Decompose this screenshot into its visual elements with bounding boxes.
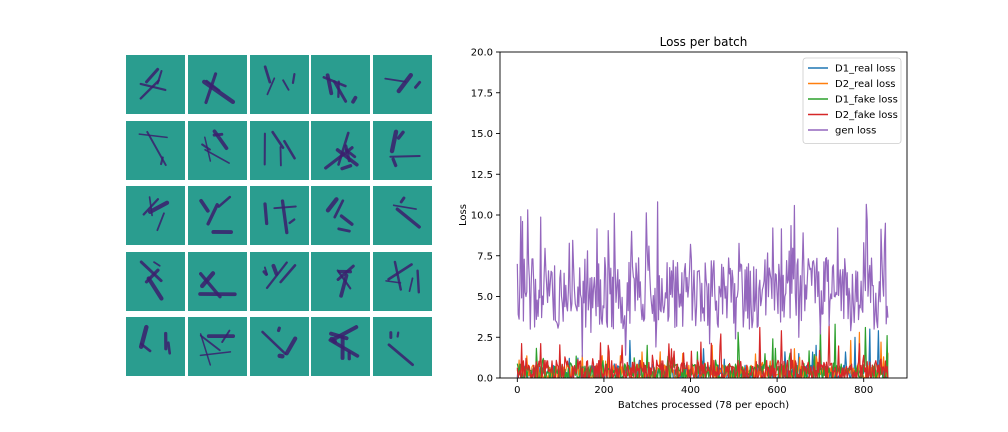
y-tick-label: 7.5 [477, 251, 493, 262]
generated-sample-image [249, 55, 309, 114]
generated-sample-image [249, 317, 309, 376]
x-tick-label: 0 [514, 385, 520, 396]
legend-label: D2_real loss [835, 79, 896, 90]
generated-sample-image [249, 251, 309, 311]
generated-sample-image [126, 120, 185, 180]
generated-sample-image [126, 317, 185, 376]
generated-samples-grid [126, 55, 433, 376]
generated-sample-image [187, 186, 247, 245]
generated-sample-image [126, 251, 185, 311]
legend-label: D2_fake loss [835, 110, 898, 121]
generated-sample-image [126, 186, 185, 245]
y-tick-label: 0.0 [477, 374, 493, 385]
x-tick-label: 200 [594, 385, 613, 396]
legend-box [802, 57, 902, 144]
x-axis-label: Batches processed (78 per epoch) [618, 400, 789, 411]
generated-sample-image [311, 186, 371, 245]
series-line [516, 201, 889, 358]
generated-sample-image [311, 317, 371, 376]
y-tick-label: 12.5 [471, 170, 493, 181]
y-tick-label: 10.0 [471, 211, 493, 222]
plot-area: 0 200 400 600 800 0.0 2.5 5.0 7.5 10.0 12.5 15.0 17.… [471, 48, 908, 396]
generated-sample-image [187, 55, 247, 114]
y-axis-label: Loss [458, 204, 469, 226]
generated-sample-image [187, 120, 247, 180]
y-tick-label: 2.5 [477, 333, 493, 344]
legend-label: D1_real loss [835, 64, 896, 75]
generated-sample-image [187, 317, 247, 376]
series-line [516, 323, 889, 379]
generated-sample-image [126, 55, 185, 114]
generated-sample-image [373, 317, 433, 376]
x-tick-label: 600 [768, 385, 787, 396]
generated-sample-image [187, 251, 247, 311]
y-tick-label: 17.5 [471, 88, 493, 99]
legend-label: gen loss [835, 126, 876, 137]
generated-sample-image [373, 251, 433, 311]
generated-sample-image [249, 186, 309, 245]
chart-title: Loss per batch [660, 35, 748, 49]
generated-sample-image [311, 55, 371, 114]
generated-sample-image [373, 55, 433, 114]
legend: D1_real loss D2_real loss D1_fake loss D2_f… [802, 57, 902, 144]
generated-sample-image [311, 251, 371, 311]
generated-sample-image [373, 186, 433, 245]
generated-sample-image [311, 120, 371, 180]
x-tick-label: 400 [681, 385, 700, 396]
x-tick-label: 800 [854, 385, 873, 396]
legend-label: D1_fake loss [835, 95, 898, 106]
generated-sample-image [373, 120, 433, 180]
y-tick-label: 5.0 [477, 292, 493, 303]
y-tick-label: 15.0 [471, 129, 493, 140]
generated-sample-image [249, 120, 309, 180]
y-tick-label: 20.0 [471, 48, 493, 59]
